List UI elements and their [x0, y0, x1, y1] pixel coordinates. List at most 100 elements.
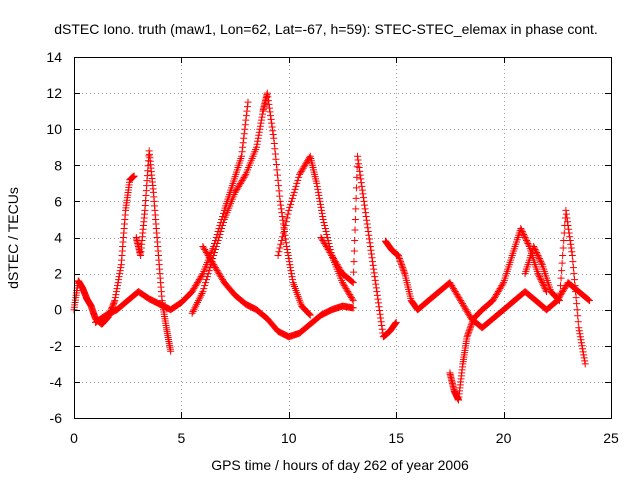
data-point [358, 186, 366, 194]
data-point [537, 258, 545, 266]
data-point [376, 310, 384, 318]
data-point [522, 235, 530, 243]
data-point [279, 233, 287, 241]
data-point [115, 273, 123, 281]
data-point [366, 243, 374, 251]
series-arc-g [317, 152, 400, 341]
data-point [579, 345, 587, 353]
data-point [449, 285, 457, 293]
data-point [254, 137, 262, 145]
data-point [373, 288, 381, 296]
data-point [274, 176, 282, 184]
data-point [276, 192, 284, 200]
data-point [208, 258, 216, 266]
data-point [296, 169, 304, 177]
data-point [459, 301, 467, 309]
data-point [111, 294, 119, 302]
data-point [199, 288, 207, 296]
data-point [264, 97, 272, 105]
series-arc-h [381, 237, 594, 332]
data-point [202, 247, 210, 255]
data-point [398, 261, 406, 269]
data-point [465, 328, 473, 336]
data-point [559, 244, 567, 252]
data-point [323, 244, 331, 252]
data-point [523, 238, 531, 246]
data-point [189, 286, 197, 294]
data-point [256, 122, 264, 130]
data-point [367, 250, 375, 258]
data-point [272, 161, 280, 169]
data-point [188, 288, 196, 296]
data-point [581, 360, 589, 368]
data-point [580, 351, 588, 359]
data-point [194, 298, 202, 306]
data-point [572, 288, 580, 296]
data-point [378, 325, 386, 333]
data-point [361, 205, 369, 213]
data-point [303, 158, 311, 166]
data-point [557, 274, 565, 282]
data-point [464, 330, 472, 338]
data-point [306, 311, 314, 319]
data-point [237, 178, 245, 186]
data-point [538, 277, 546, 285]
data-point [242, 116, 250, 124]
data-point [316, 197, 324, 205]
data-point [274, 171, 282, 179]
data-point [496, 285, 504, 293]
data-point [329, 253, 337, 261]
data-point [218, 224, 226, 232]
data-point [266, 108, 274, 116]
data-point [204, 270, 212, 278]
data-point [243, 107, 251, 115]
data-point [542, 286, 550, 294]
data-point [535, 271, 543, 279]
data-point [240, 130, 248, 138]
data-point [564, 221, 572, 229]
data-point [280, 225, 288, 233]
data-point [377, 318, 385, 326]
data-point [314, 185, 322, 193]
data-point [451, 288, 459, 296]
data-point [328, 252, 336, 260]
data-point [492, 291, 500, 299]
data-point [564, 218, 572, 226]
data-point [392, 319, 400, 327]
data-point [491, 294, 499, 302]
data-point [271, 150, 279, 158]
data-point [197, 273, 205, 281]
data-point [334, 262, 342, 270]
data-point [241, 121, 249, 129]
data-point [112, 288, 120, 296]
data-point [113, 285, 121, 293]
data-point [256, 125, 264, 133]
data-point [540, 282, 548, 290]
data-point [555, 297, 563, 305]
x-tick-label: 5 [178, 430, 186, 446]
data-point [319, 237, 327, 245]
data-point [585, 296, 593, 304]
data-point [463, 333, 471, 341]
data-point [368, 254, 376, 262]
data-point [584, 295, 592, 303]
data-point [392, 318, 400, 326]
data-marks [70, 89, 594, 404]
data-point [574, 312, 582, 320]
data-point [321, 221, 329, 229]
data-point [211, 246, 219, 254]
series-arc-j [521, 206, 589, 368]
data-point [298, 166, 306, 174]
data-point [351, 226, 359, 234]
x-tick-label: 20 [496, 430, 512, 446]
data-point [367, 246, 375, 254]
data-point [284, 210, 292, 218]
data-point [239, 139, 247, 147]
data-point [377, 314, 385, 322]
data-point [281, 221, 289, 229]
data-point [267, 115, 275, 123]
data-point [296, 170, 304, 178]
data-point [347, 294, 355, 302]
data-point [267, 112, 275, 120]
data-point [318, 206, 326, 214]
